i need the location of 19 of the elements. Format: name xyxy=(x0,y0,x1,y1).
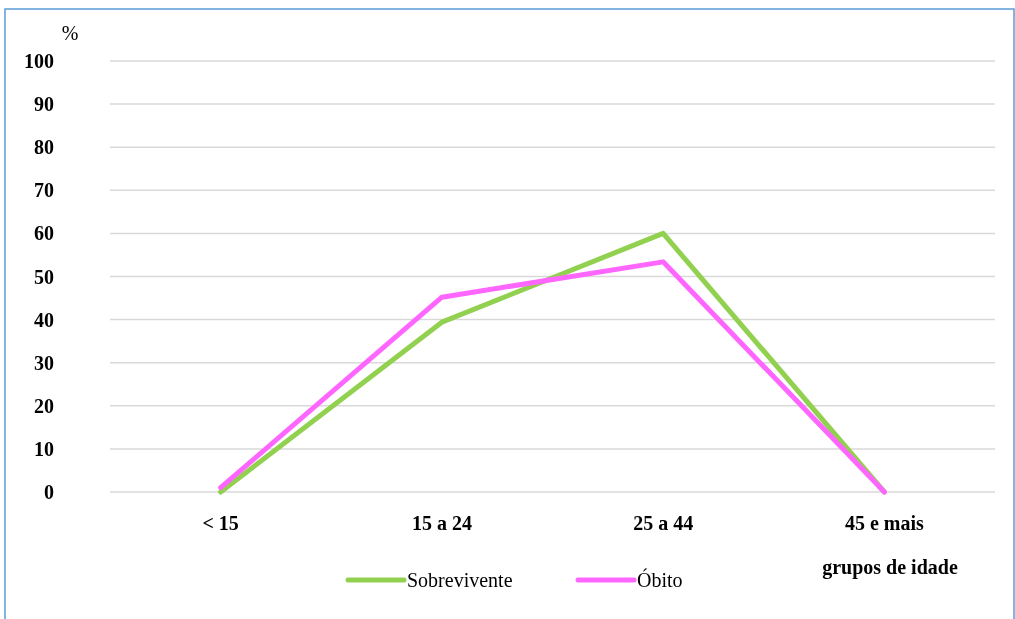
x-tick-label: 15 a 24 xyxy=(411,512,472,534)
legend-label: Óbito xyxy=(637,568,683,591)
y-tick-label: 40 xyxy=(34,308,54,331)
x-tick-label: 25 a 44 xyxy=(633,512,694,534)
y-tick-label: 30 xyxy=(34,351,54,374)
y-tick-label: 100 xyxy=(24,50,54,72)
y-axis-title: % xyxy=(61,22,79,44)
x-tick-label: 45 e mais xyxy=(844,512,925,534)
y-tick-label: 10 xyxy=(34,437,54,460)
y-tick-label: 80 xyxy=(34,136,54,159)
x-tick-label: < 15 xyxy=(202,512,239,534)
legend-label: Sobrevivente xyxy=(407,569,513,591)
y-tick-label: 60 xyxy=(34,222,54,245)
y-tick-label: 90 xyxy=(34,93,54,116)
y-tick-label: 0 xyxy=(44,481,54,503)
y-tick-label: 70 xyxy=(34,179,54,202)
y-tick-label: 20 xyxy=(34,394,54,417)
y-tick-label: 50 xyxy=(34,265,54,288)
x-axis-title: grupos de idade xyxy=(822,556,958,579)
